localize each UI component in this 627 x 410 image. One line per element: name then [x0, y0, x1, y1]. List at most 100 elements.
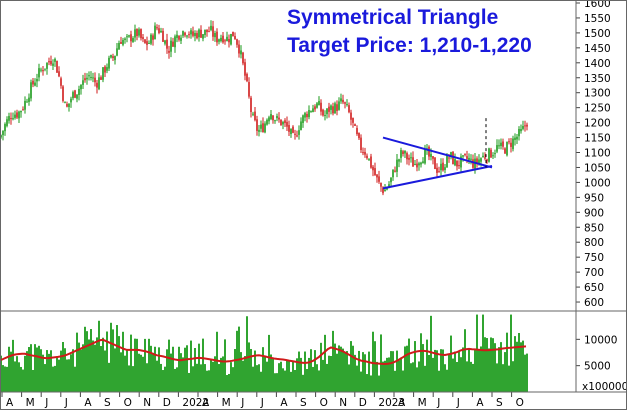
- volume-bar: [422, 344, 424, 392]
- volume-bar: [110, 322, 112, 392]
- candle-body: [104, 66, 106, 73]
- volume-bar: [432, 357, 434, 392]
- volume-bar: [382, 361, 384, 392]
- candle-body: [360, 137, 362, 151]
- volume-bar: [86, 331, 88, 392]
- candle-body: [14, 114, 16, 118]
- volume-bar: [114, 348, 116, 392]
- candle-body: [106, 67, 108, 71]
- candle-body: [314, 106, 316, 110]
- candle-body: [114, 55, 116, 61]
- volume-bar: [144, 338, 146, 392]
- volume-bar: [42, 354, 44, 392]
- volume-bar: [160, 363, 162, 392]
- volume-bar: [138, 353, 140, 392]
- volume-bar: [208, 370, 210, 392]
- x-tick-label: 2022: [182, 397, 209, 409]
- volume-bar: [464, 329, 466, 392]
- volume-bar: [482, 314, 484, 392]
- volume-bar: [400, 357, 402, 392]
- volume-bar: [510, 314, 512, 392]
- x-tick-label: A: [280, 397, 288, 409]
- candle-body: [332, 106, 334, 114]
- volume-bar: [60, 350, 62, 392]
- volume-bar: [518, 333, 520, 392]
- candle-body: [354, 124, 356, 126]
- volume-bar: [30, 344, 32, 392]
- volume-bar: [74, 366, 76, 392]
- volume-bar: [196, 363, 198, 392]
- volume-bar: [394, 370, 396, 392]
- volume-bar: [150, 345, 152, 392]
- y-tick-label: 1350: [584, 73, 611, 85]
- volume-bar: [426, 339, 428, 392]
- candle-body: [86, 77, 88, 80]
- volume-bar: [140, 354, 142, 392]
- volume-bar: [152, 352, 154, 392]
- volume-bar: [500, 342, 502, 392]
- y-tick-label: 1300: [584, 88, 611, 100]
- candle-body: [498, 145, 500, 147]
- volume-bar: [174, 368, 176, 392]
- candle-body: [102, 67, 104, 80]
- candle-body: [324, 115, 326, 117]
- volume-bar: [8, 346, 10, 392]
- volume-bar: [186, 345, 188, 392]
- volume-bar: [182, 357, 184, 392]
- candle-body: [122, 39, 124, 45]
- candle-body: [108, 57, 110, 69]
- candle-body: [6, 119, 8, 126]
- volume-bar: [172, 346, 174, 392]
- candle-body: [196, 33, 198, 39]
- candle-body: [364, 151, 366, 155]
- candle-body: [422, 161, 424, 164]
- candle-body: [154, 25, 156, 40]
- candle-body: [240, 50, 242, 55]
- candle-body: [238, 44, 240, 54]
- candle-body: [516, 136, 518, 140]
- volume-bar: [132, 366, 134, 392]
- volume-bar: [524, 354, 526, 392]
- candle-body: [374, 168, 376, 176]
- candle-body: [242, 52, 244, 64]
- x-tick-label: D: [359, 397, 367, 409]
- volume-bar: [494, 343, 496, 392]
- candle-body: [38, 68, 40, 78]
- volume-bar: [158, 347, 160, 392]
- candle-body: [174, 36, 176, 48]
- volume-bar: [390, 351, 392, 392]
- candle-body: [256, 119, 258, 131]
- candle-body: [246, 73, 248, 82]
- volume-bar: [478, 349, 480, 392]
- y-tick-label: 1100: [584, 148, 611, 160]
- candle-body: [188, 34, 190, 36]
- volume-bar: [162, 370, 164, 392]
- volume-bar: [294, 369, 296, 392]
- volume-bar: [270, 354, 272, 392]
- x-tick-label: N: [339, 397, 347, 409]
- volume-bar: [32, 369, 34, 392]
- candle-body: [438, 171, 440, 173]
- volume-moving-average: [0, 338, 527, 366]
- volume-bar: [352, 345, 354, 392]
- volume-bar: [218, 364, 220, 392]
- y-tick-label: 1600: [584, 0, 611, 10]
- y-tick-label: 850: [584, 222, 604, 234]
- y-tick-label: 1000: [584, 177, 611, 189]
- candle-body: [130, 34, 132, 42]
- volume-bar: [6, 366, 8, 392]
- candle-body: [448, 157, 450, 159]
- candle-body: [66, 104, 68, 107]
- candle-body: [4, 124, 6, 132]
- x-tick-label: M: [418, 397, 427, 409]
- volume-bar: [486, 338, 488, 392]
- volume-bar: [228, 373, 230, 392]
- candle-body: [44, 68, 46, 70]
- volume-bar: [268, 334, 270, 392]
- candle-body: [164, 40, 166, 44]
- candle-body: [226, 36, 228, 41]
- volume-bar: [288, 361, 290, 392]
- candle-body: [82, 80, 84, 85]
- candle-body: [460, 156, 462, 168]
